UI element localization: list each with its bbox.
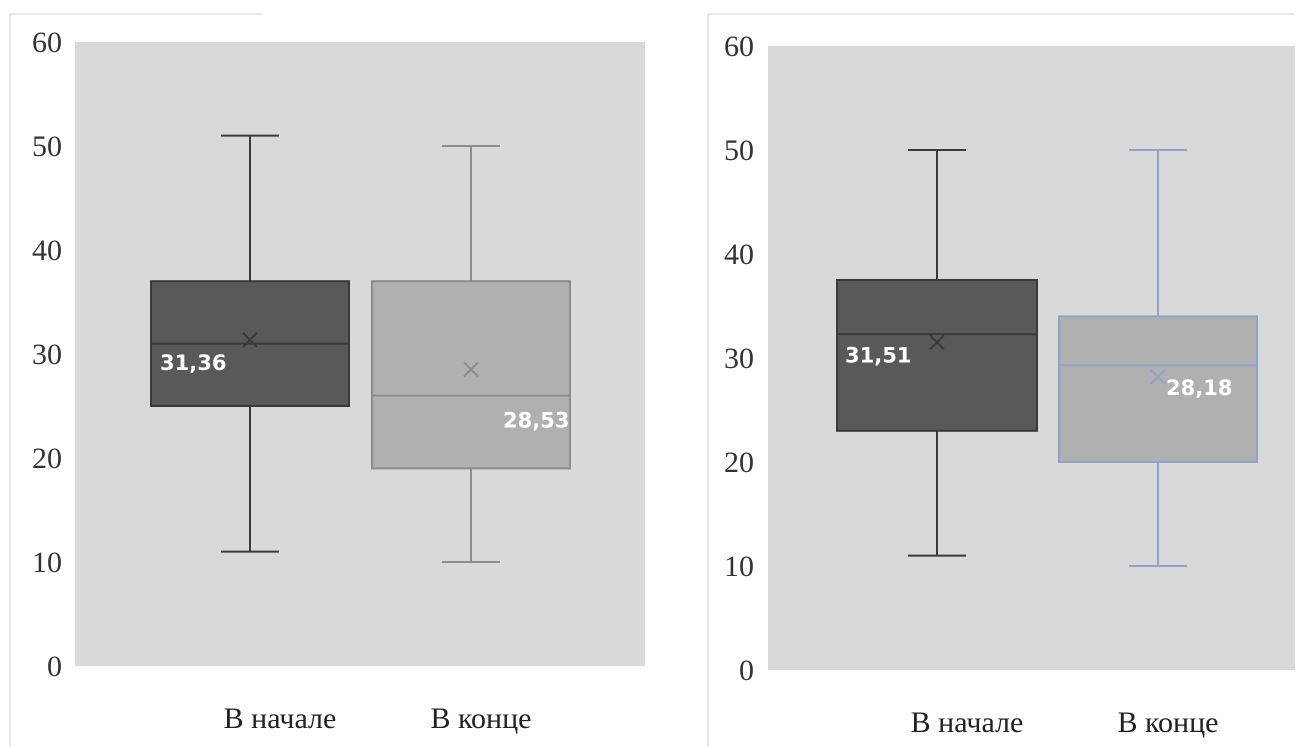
mean-marker <box>463 361 479 377</box>
iqr-box <box>1058 315 1258 463</box>
y-tick-label: 10 <box>32 546 62 579</box>
y-tick-label: 10 <box>724 550 754 583</box>
mean-data-label: 28,18 <box>1166 376 1232 400</box>
y-tick-label: 30 <box>724 342 754 375</box>
mean-marker <box>1150 369 1166 385</box>
y-tick-label: 20 <box>724 446 754 479</box>
mean-data-label: 31,51 <box>845 343 911 367</box>
iqr-box <box>371 280 571 470</box>
y-tick-label: 40 <box>32 234 62 267</box>
mean-marker <box>242 332 258 348</box>
box-end: 28,53 <box>371 145 571 563</box>
x-category-label: В начале <box>911 706 1024 739</box>
box-start: 31,51 <box>836 149 1038 557</box>
box-start: 31,36 <box>150 134 350 553</box>
box-end: 28,18 <box>1058 149 1258 567</box>
x-category-label: В начале <box>224 702 337 735</box>
y-tick-label: 50 <box>724 134 754 167</box>
y-tick-label: 20 <box>32 442 62 475</box>
y-tick-label: 60 <box>724 30 754 63</box>
x-category-label: В конце <box>431 702 532 735</box>
chart-panel-2: 0 10 20 30 40 50 60 31,51 В начале 28,18 В конце <box>707 13 1295 747</box>
y-tick-label: 40 <box>724 238 754 271</box>
y-tick-label: 0 <box>739 654 754 687</box>
y-tick-label: 0 <box>47 650 62 683</box>
chart-panel-1: 0 10 20 30 40 50 60 31,36 В начале 28,53 В конце <box>9 13 645 747</box>
x-category-label: В конце <box>1118 706 1219 739</box>
mean-data-label: 31,36 <box>160 351 226 375</box>
y-tick-label: 50 <box>32 130 62 163</box>
mean-marker <box>929 334 945 351</box>
mean-data-label: 28,53 <box>503 408 569 432</box>
iqr-box <box>836 279 1038 432</box>
y-tick-label: 60 <box>32 26 62 59</box>
y-tick-label: 30 <box>32 338 62 371</box>
